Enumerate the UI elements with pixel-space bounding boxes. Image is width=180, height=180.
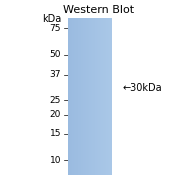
Text: 10: 10 [50, 156, 61, 165]
Text: ←30kDa: ←30kDa [122, 83, 162, 93]
Text: 75: 75 [50, 24, 61, 33]
Text: 20: 20 [50, 110, 61, 119]
Text: 15: 15 [50, 129, 61, 138]
Text: Western Blot: Western Blot [63, 5, 135, 15]
Text: 37: 37 [50, 70, 61, 79]
Text: 25: 25 [50, 96, 61, 105]
Text: kDa: kDa [42, 14, 61, 24]
FancyBboxPatch shape [75, 86, 105, 91]
Text: 50: 50 [50, 50, 61, 59]
